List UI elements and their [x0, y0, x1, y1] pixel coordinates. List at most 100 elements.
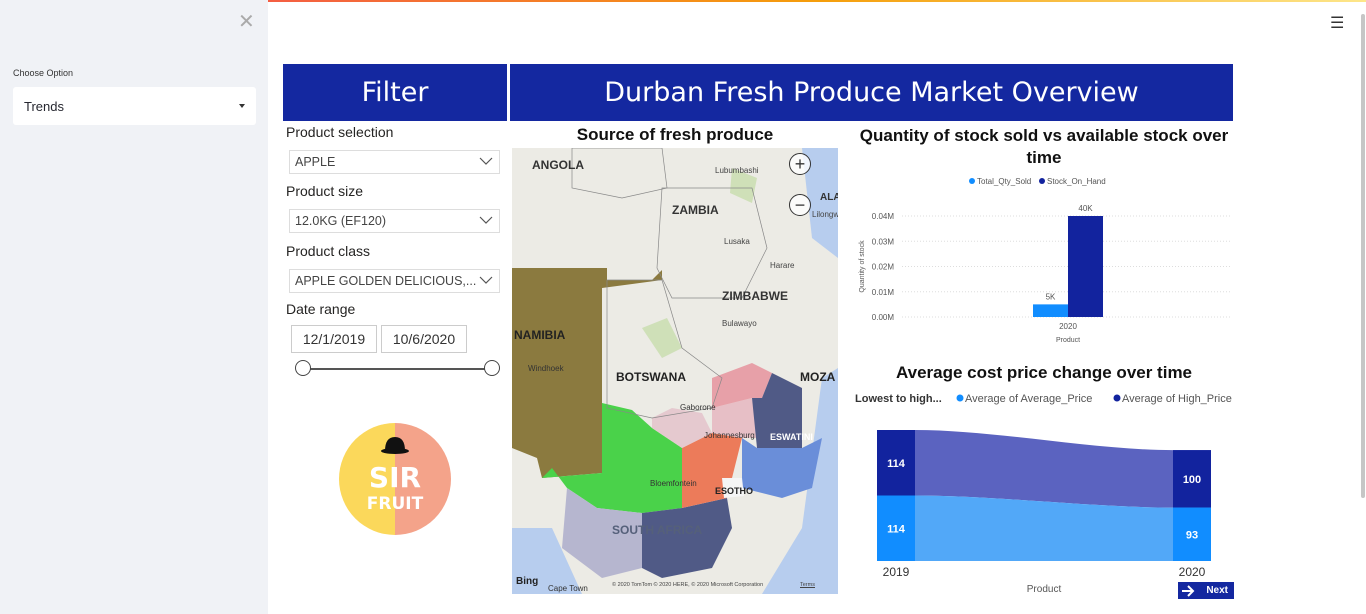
map-label-namibia: NAMIBIA	[514, 328, 566, 342]
chevron-down-icon	[479, 276, 493, 284]
legend-marker-high-price	[1113, 394, 1121, 402]
chevron-down-icon	[479, 216, 493, 224]
legend-marker-stock_on_hand	[1039, 178, 1045, 184]
map-label-eswatini: ESWATINI	[770, 432, 813, 442]
product-class-dropdown[interactable]: APPLE GOLDEN DELICIOUS,...	[289, 269, 500, 293]
map-label-gaborone: Gaborone	[680, 403, 716, 412]
map-label-malawi: ALAW	[820, 192, 838, 203]
x-tick-label: 2019	[883, 565, 910, 579]
map-label-lusaka: Lusaka	[724, 237, 750, 246]
product-selection-dropdown[interactable]: APPLE	[289, 150, 500, 174]
data-label-high-price: 100	[1183, 474, 1201, 486]
product-size-value: 12.0KG (EF120)	[295, 214, 387, 228]
y-tick-label: 0.01M	[872, 288, 895, 297]
scrollbar[interactable]	[1361, 14, 1365, 498]
x-axis-label: Product	[1056, 337, 1080, 344]
map-label-lubumbashi: Lubumbashi	[715, 166, 759, 175]
legend-label-total_qty_sold: Total_Qty_Sold	[977, 177, 1031, 186]
x-tick-label: 2020	[1179, 565, 1206, 579]
map-label-botswana: BOTSWANA	[616, 370, 686, 384]
date-slider-start-handle[interactable]	[295, 360, 311, 376]
area-average-price	[877, 495, 1211, 561]
date-range-label: Date range	[286, 301, 356, 317]
y-tick-label: 0.00M	[872, 313, 895, 322]
option-select-value: Trends	[24, 98, 64, 114]
legend-label-stock_on_hand: Stock_On_Hand	[1047, 177, 1106, 186]
sir-fruit-logo: SIR FRUIT	[339, 423, 451, 535]
bar-high-price-2020	[1173, 450, 1211, 508]
map-label-angola: ANGOLA	[532, 158, 584, 172]
map-label-cape-town: Cape Town	[548, 584, 588, 593]
chevron-down-icon	[479, 157, 493, 165]
bar-total_qty_sold	[1033, 304, 1068, 317]
map-label-lesotho: ESOTHO	[715, 486, 754, 496]
arrow-right-icon	[1182, 584, 1195, 597]
zoom-out-icon[interactable]: −	[789, 194, 811, 216]
y-tick-label: 0.02M	[872, 263, 895, 272]
map-label-zambia: ZAMBIA	[672, 203, 719, 217]
report-title: Durban Fresh Produce Market Overview	[510, 64, 1233, 121]
legend-title: Lowest to high...	[855, 393, 942, 405]
next-button-label: Next	[1206, 585, 1228, 596]
price-chart-svg: Lowest to high... Average of Average_Pric…	[855, 393, 1232, 595]
stock-chart: Total_Qty_Sold Stock_On_Hand 0.00M 0.01M 0.0…	[852, 170, 1232, 350]
map-label-south-africa: SOUTH AFRICA	[612, 523, 703, 537]
x-axis-label: Product	[1027, 584, 1062, 595]
choose-option-label: Choose Option	[13, 68, 74, 78]
close-icon[interactable]: ✕	[238, 11, 255, 33]
date-start-input[interactable]: 12/1/2019	[291, 325, 377, 353]
map-copyright: © 2020 TomTom © 2020 HERE, © 2020 Micros…	[612, 582, 764, 588]
svg-text:FRUIT: FRUIT	[367, 494, 424, 514]
bar-stock_on_hand	[1068, 216, 1103, 317]
product-size-label: Product size	[286, 183, 364, 199]
product-class-label: Product class	[286, 243, 371, 259]
product-class-value: APPLE GOLDEN DELICIOUS,...	[295, 274, 477, 288]
legend-label-average-price: Average of Average_Price	[965, 393, 1092, 405]
bar-average-price-2019	[877, 495, 915, 561]
stock-chart-svg: Total_Qty_Sold Stock_On_Hand 0.00M 0.01M 0.0…	[859, 177, 1230, 344]
product-size-dropdown[interactable]: 12.0KG (EF120)	[289, 209, 500, 233]
top-decoration-bar	[0, 0, 1366, 2]
data-label-total_qty_sold: 5K	[1046, 292, 1056, 301]
legend-label-high-price: Average of High_Price	[1122, 393, 1232, 405]
date-slider-end-handle[interactable]	[484, 360, 500, 376]
y-tick-label: 0.03M	[872, 237, 895, 246]
map-terms-link[interactable]: Terms	[800, 582, 815, 588]
chart2-title: Average cost price change over time	[895, 363, 1193, 382]
y-axis-label: Quantity of stock	[859, 240, 866, 293]
option-select[interactable]: Trends	[13, 87, 256, 125]
caret-down-icon	[239, 104, 245, 108]
map-label-lilongwe: Lilongw	[812, 210, 838, 219]
next-button[interactable]: Next	[1178, 582, 1234, 599]
x-tick-label: 2020	[1059, 322, 1077, 331]
source-map[interactable]: ANGOLA Lubumbashi ALAW Lilongw ZAMBIA Lu…	[512, 148, 838, 594]
legend-marker-total_qty_sold	[969, 178, 975, 184]
bar-average-price-2020	[1173, 507, 1211, 561]
area-high-price	[877, 430, 1211, 508]
filter-banner: Filter	[283, 64, 507, 121]
svg-text:SIR: SIR	[369, 461, 421, 494]
map-label-bulawayo: Bulawayo	[722, 319, 757, 328]
price-chart: Lowest to high... Average of Average_Pric…	[852, 385, 1232, 595]
bing-logo: Bing	[516, 576, 539, 587]
legend-marker-average-price	[956, 394, 964, 402]
map-label-windhoek: Windhoek	[528, 364, 564, 373]
map-label-zimbabwe: ZIMBABWE	[722, 289, 788, 303]
y-tick-label: 0.04M	[872, 212, 895, 221]
hamburger-menu-icon[interactable]: ☰	[1330, 15, 1345, 32]
map-title: Source of fresh produce	[576, 125, 774, 144]
data-label-stock_on_hand: 40K	[1078, 204, 1093, 213]
zoom-in-icon[interactable]: +	[789, 153, 811, 175]
sidebar: ✕ Choose Option Trends	[0, 0, 268, 614]
map-label-bloemfontein: Bloemfontein	[650, 479, 697, 488]
map-label-harare: Harare	[770, 261, 795, 270]
data-label-average-price: 114	[887, 523, 906, 535]
chart1-title: Quantity of stock sold vs available stoc…	[859, 126, 1229, 167]
data-label-average-price: 93	[1186, 529, 1198, 541]
product-selection-value: APPLE	[295, 155, 336, 169]
bar-high-price-2019	[877, 430, 915, 496]
map-label-johannesburg: Johannesburg	[704, 431, 755, 440]
map-label-mozambique: MOZA	[800, 370, 836, 384]
date-end-input[interactable]: 10/6/2020	[381, 325, 467, 353]
date-slider-track[interactable]	[303, 368, 492, 370]
